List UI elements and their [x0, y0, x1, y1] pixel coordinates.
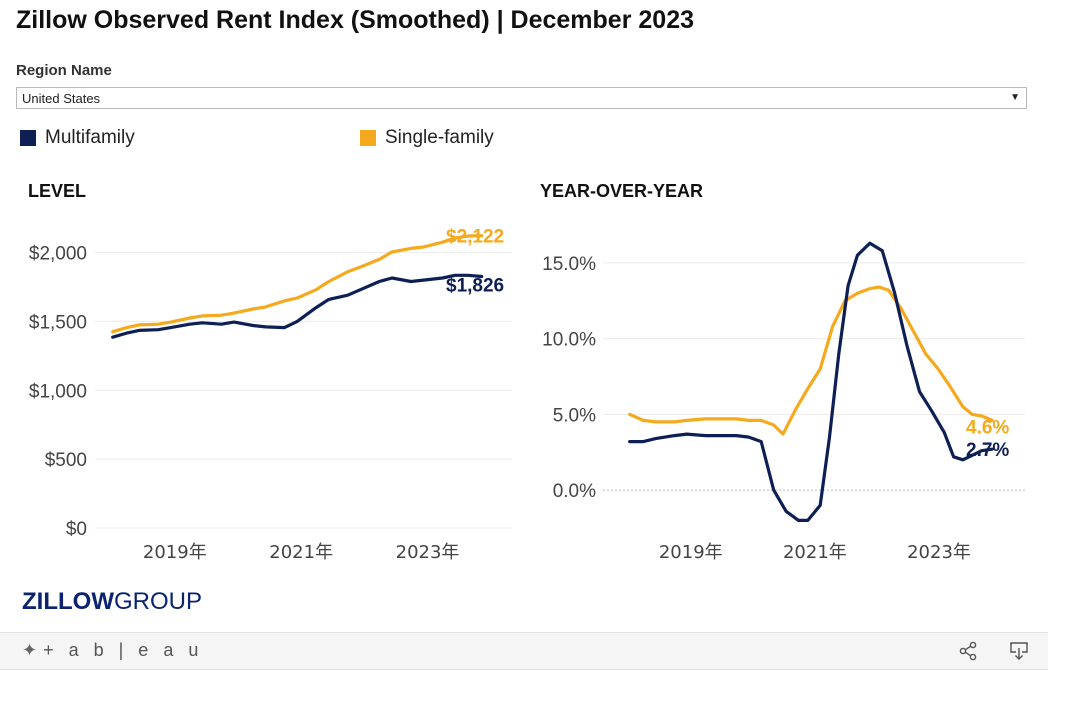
tableau-toolbar: ✦ + a b | e a u [0, 632, 1048, 670]
level-series-single-family[interactable] [111, 234, 484, 334]
yoy-x-tick-label: 2023年 [907, 542, 971, 563]
region-filter-label: Region Name [16, 62, 112, 79]
level-end-label-multifamily: $1,826 [446, 276, 504, 297]
level-x-tick-label: 2021年 [269, 542, 333, 563]
level-y-tick-label: $500 [45, 450, 87, 471]
region-select-value: United States [22, 91, 101, 106]
level-series-multifamily[interactable] [111, 273, 484, 339]
level-y-tick-label: $0 [66, 519, 87, 540]
yoy-series-single-family[interactable] [628, 285, 994, 436]
level-y-tick-label: $1,500 [29, 312, 87, 333]
yoy-y-tick-label: 10.0% [542, 330, 596, 351]
legend-swatch-single-family [360, 130, 376, 146]
level-end-label-single-family: $2,122 [446, 227, 504, 248]
yoy-chart-title: YEAR-OVER-YEAR [540, 181, 704, 201]
legend-swatch-multifamily [20, 130, 36, 146]
yoy-x-tick-label: 2021年 [783, 542, 847, 563]
yoy-x-tick-label: 2019年 [659, 542, 723, 563]
yoy-chart[interactable]: 0.0% 5.0% 10.0% 15.0% 2019年 2021年 2023年 4.6%2.7… [0, 0, 1040, 580]
region-select[interactable]: United States ▼ [16, 87, 1027, 109]
page-title: Zillow Observed Rent Index (Smoothed) | … [16, 6, 695, 34]
level-chart[interactable]: $0 $500 $1,000 $1,500 $2,000 2019年 2021年 2023年 $… [0, 0, 530, 580]
download-icon[interactable] [1008, 640, 1030, 662]
level-x-tick-label: 2019年 [143, 542, 207, 563]
level-y-tick-label: $1,000 [29, 381, 87, 402]
yoy-end-label-single-family: 4.6% [966, 417, 1009, 438]
zillow-group-logo: ZILLOWGROUP [22, 588, 202, 615]
yoy-end-label-multifamily: 2.7% [966, 440, 1009, 461]
legend-item-single-family[interactable]: Single-family [360, 127, 494, 149]
legend-label-single-family: Single-family [385, 127, 494, 148]
tableau-mark-icon: ✦ [22, 640, 38, 660]
yoy-y-tick-label: 15.0% [542, 254, 596, 275]
tableau-logo[interactable]: ✦ + a b | e a u [22, 640, 204, 660]
yoy-y-tick-label: 5.0% [553, 405, 596, 426]
legend-label-multifamily: Multifamily [45, 127, 135, 148]
level-chart-title: LEVEL [28, 181, 87, 201]
yoy-series-multifamily[interactable] [628, 241, 994, 523]
level-y-tick-label: $2,000 [29, 244, 87, 265]
level-x-tick-label: 2023年 [396, 542, 460, 563]
legend-item-multifamily[interactable]: Multifamily [20, 127, 135, 149]
share-icon[interactable] [957, 640, 979, 662]
chevron-down-icon[interactable]: ▼ [1010, 92, 1020, 103]
yoy-y-tick-label: 0.0% [553, 481, 596, 502]
